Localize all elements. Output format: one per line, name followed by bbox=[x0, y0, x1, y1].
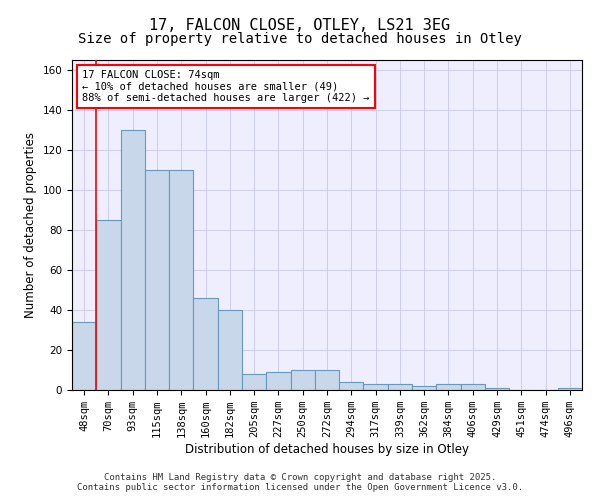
X-axis label: Distribution of detached houses by size in Otley: Distribution of detached houses by size … bbox=[185, 443, 469, 456]
Bar bbox=[121, 130, 145, 390]
Bar bbox=[412, 386, 436, 390]
Bar bbox=[96, 220, 121, 390]
Bar bbox=[558, 388, 582, 390]
Bar bbox=[339, 382, 364, 390]
Bar bbox=[193, 298, 218, 390]
Text: 17 FALCON CLOSE: 74sqm
← 10% of detached houses are smaller (49)
88% of semi-det: 17 FALCON CLOSE: 74sqm ← 10% of detached… bbox=[82, 70, 370, 103]
Bar bbox=[218, 310, 242, 390]
Bar bbox=[388, 384, 412, 390]
Bar bbox=[242, 374, 266, 390]
Text: Contains HM Land Registry data © Crown copyright and database right 2025.
Contai: Contains HM Land Registry data © Crown c… bbox=[77, 473, 523, 492]
Bar bbox=[436, 384, 461, 390]
Bar bbox=[266, 372, 290, 390]
Bar bbox=[461, 384, 485, 390]
Bar bbox=[290, 370, 315, 390]
Bar bbox=[145, 170, 169, 390]
Bar bbox=[485, 388, 509, 390]
Text: 17, FALCON CLOSE, OTLEY, LS21 3EG: 17, FALCON CLOSE, OTLEY, LS21 3EG bbox=[149, 18, 451, 32]
Bar bbox=[315, 370, 339, 390]
Bar bbox=[72, 322, 96, 390]
Bar bbox=[364, 384, 388, 390]
Text: Size of property relative to detached houses in Otley: Size of property relative to detached ho… bbox=[78, 32, 522, 46]
Bar bbox=[169, 170, 193, 390]
Y-axis label: Number of detached properties: Number of detached properties bbox=[24, 132, 37, 318]
